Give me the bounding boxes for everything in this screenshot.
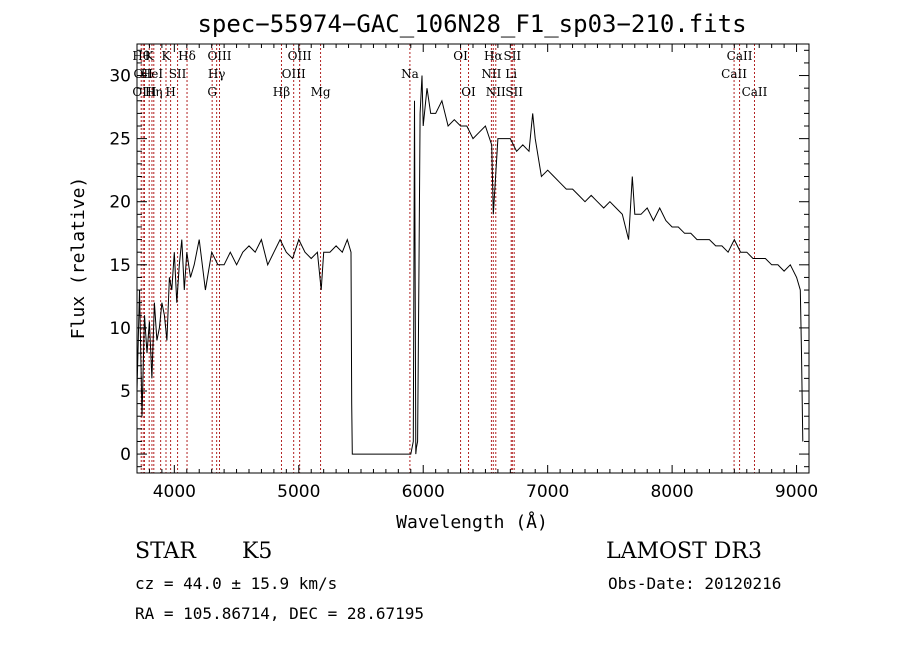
spectral-line-label: OIII bbox=[288, 49, 312, 63]
spectral-line-markers bbox=[140, 44, 755, 473]
spectral-line-label: OIII bbox=[207, 49, 231, 63]
x-tick-label: 4000 bbox=[153, 482, 196, 502]
x-tick-label: 6000 bbox=[402, 482, 445, 502]
spectral-line-label: Hα bbox=[484, 49, 503, 63]
spectral-line-label: Na bbox=[401, 67, 419, 81]
object-subclass: K5 bbox=[242, 539, 272, 564]
plot-frame bbox=[136, 43, 810, 474]
y-tick-label: 15 bbox=[109, 256, 131, 276]
spectral-line-label: Hγ bbox=[208, 67, 226, 81]
spectral-line-label: OIII bbox=[282, 67, 306, 81]
spectral-line-label: SII bbox=[505, 85, 523, 99]
spectral-line-label: OI bbox=[453, 49, 468, 63]
spectral-line-label: CaII bbox=[727, 49, 753, 63]
x-axis-label: Wavelength (Å) bbox=[396, 511, 548, 533]
y-tick-label: 10 bbox=[109, 319, 131, 339]
spectral-line-label: Mg bbox=[311, 85, 331, 99]
spectral-line-label: OI bbox=[461, 85, 476, 99]
y-tick-label: 0 bbox=[120, 445, 131, 465]
spectral-line-label: SII bbox=[169, 67, 187, 81]
spectral-line-label: OII bbox=[134, 67, 154, 81]
survey-name: LAMOST DR3 bbox=[606, 539, 762, 564]
spectral-line-label: G bbox=[207, 85, 217, 99]
x-tick-label: 7000 bbox=[526, 482, 569, 502]
x-tick-label: 8000 bbox=[650, 482, 693, 502]
object-class: STAR bbox=[135, 539, 197, 564]
x-axis-ticks: 4000 5000 6000 7000 8000 9000 bbox=[136, 44, 818, 502]
spectral-line-label: Hη bbox=[145, 85, 163, 99]
spectral-line-label: Hβ bbox=[273, 85, 290, 99]
spectral-line-label: HeI bbox=[141, 67, 164, 81]
y-axis-label: Flux (relative) bbox=[68, 177, 89, 340]
redshift-value: cz = 44.0 ± 15.9 km/s bbox=[135, 574, 337, 593]
y-axis-ticks: 0 5 10 15 20 25 30 bbox=[109, 49, 809, 468]
spectral-line-label: H bbox=[165, 85, 175, 99]
y-tick-label: 5 bbox=[120, 382, 131, 402]
spectral-line-label: NII bbox=[486, 85, 506, 99]
spectral-line-label: K bbox=[162, 49, 172, 63]
spectral-line-labels: HθOIIOIIIKHeIHηKHSIIHδGHγOIIIHβOIIIOIIIM… bbox=[132, 49, 767, 99]
spectral-line-label: Li bbox=[505, 67, 517, 81]
y-tick-label: 20 bbox=[109, 193, 131, 213]
observation-date: Obs-Date: 20120216 bbox=[608, 574, 781, 593]
spectral-line-label: K bbox=[145, 49, 155, 63]
y-tick-label: 30 bbox=[109, 67, 131, 87]
y-tick-label: 25 bbox=[109, 130, 131, 150]
chart-title: spec−55974−GAC_106N28_F1_sp03−210.fits bbox=[197, 10, 746, 38]
spectral-line-label: SII bbox=[503, 49, 521, 63]
x-tick-label: 5000 bbox=[277, 482, 320, 502]
spectral-line-label: CaII bbox=[721, 67, 747, 81]
coordinates: RA = 105.86714, DEC = 28.67195 bbox=[135, 604, 424, 623]
spectral-line-label: NII bbox=[481, 67, 501, 81]
spectral-line-label: Hδ bbox=[178, 49, 196, 63]
spectral-line-label: CaII bbox=[742, 85, 768, 99]
x-tick-label: 9000 bbox=[775, 482, 818, 502]
spectrum-line bbox=[136, 75, 804, 455]
